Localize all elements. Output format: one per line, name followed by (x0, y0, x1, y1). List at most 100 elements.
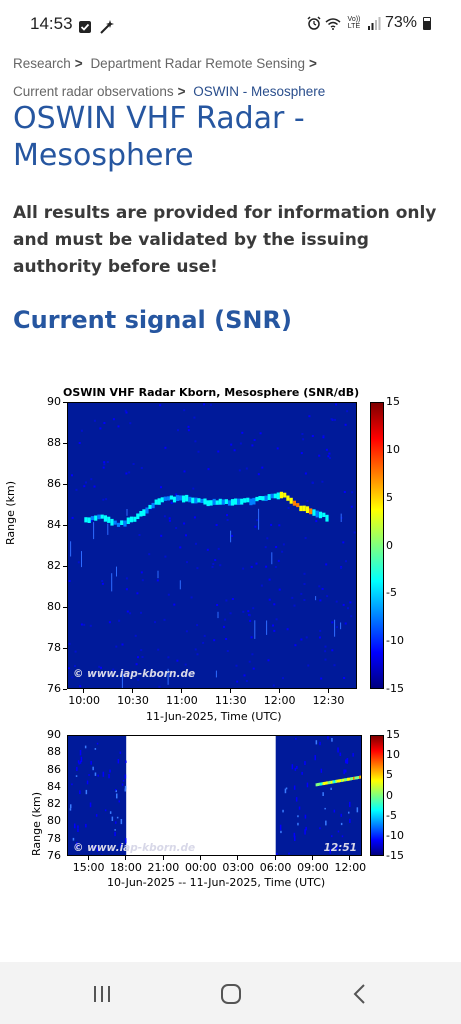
breadcrumb-current-observations[interactable]: Current radar observations (13, 84, 174, 99)
noise-cell (85, 823, 87, 828)
noise-cell (104, 809, 107, 812)
noise-cell (303, 583, 306, 585)
x-tick-mark (162, 856, 164, 860)
echo-cell (227, 500, 232, 506)
noise-cell (226, 514, 228, 517)
colorbar-tick-label: 0 (386, 788, 393, 802)
noise-cell (69, 808, 72, 811)
echo-cell (212, 498, 216, 505)
noise-cell (75, 775, 78, 777)
noise-cell (318, 585, 321, 588)
noise-cell (196, 567, 199, 570)
home-icon[interactable] (220, 983, 242, 1005)
noise-cell (268, 598, 271, 601)
noise-cell (250, 565, 253, 568)
echo-cell (246, 497, 250, 503)
noise-cell (216, 604, 219, 606)
echo-cell (234, 498, 238, 505)
noise-cell (295, 797, 298, 802)
noise-cell (79, 760, 82, 764)
breadcrumb-research[interactable]: Research (13, 56, 71, 71)
noise-cell (194, 440, 197, 443)
noise-cell (248, 614, 251, 617)
noise-cell (276, 852, 278, 855)
echo-cell (264, 495, 268, 501)
noise-cell (137, 656, 139, 659)
echo-cell (354, 776, 357, 780)
recent-apps-icon[interactable] (92, 984, 112, 1004)
x-tick-mark (327, 689, 329, 693)
noise-cell (264, 546, 267, 549)
noise-cell (291, 596, 294, 599)
noise-cell (285, 787, 288, 790)
noise-cell (141, 579, 144, 582)
noise-cell (293, 832, 296, 838)
noise-cell (217, 450, 220, 453)
noise-streak (179, 580, 181, 590)
status-left-icons (78, 16, 115, 35)
noise-cell (343, 677, 346, 679)
noise-cell (304, 537, 307, 539)
noise-cell (196, 624, 199, 627)
noise-cell (344, 622, 347, 625)
noise-cell (197, 450, 200, 453)
echo-cell (203, 498, 207, 505)
noise-cell (260, 584, 263, 587)
noise-cell (177, 429, 179, 432)
noise-cell (340, 813, 342, 817)
noise-cell (298, 806, 301, 810)
echo-cell (206, 500, 210, 507)
colorbar-tick-label: -10 (386, 828, 404, 842)
noise-cell (294, 835, 296, 841)
noise-cell (311, 435, 314, 437)
echo-cell (324, 781, 327, 785)
x-tick-label: 00:00 (184, 861, 217, 874)
colorbar-tick-label: 5 (386, 490, 393, 504)
noise-cell (297, 822, 299, 826)
noise-cell (135, 663, 138, 666)
y-tick-label: 80 (47, 814, 61, 828)
noise-cell (101, 580, 104, 582)
noise-cell (71, 474, 73, 477)
colorbar-tick-label: -5 (386, 808, 397, 822)
noise-cell (277, 559, 280, 562)
noise-cell (154, 621, 156, 624)
noise-cell (83, 485, 86, 488)
noise-cell (108, 621, 111, 624)
colorbar-tick-label: -10 (386, 634, 404, 648)
echo-cell (318, 511, 323, 519)
echo-cell (194, 497, 198, 504)
noise-cell (319, 636, 321, 639)
echo-cell (336, 779, 339, 783)
heatmap-area-overview: © www.iap-kborn.de 12:51 (67, 735, 362, 856)
x-tick-label: 12:00 (263, 694, 296, 707)
echo-cell (289, 497, 293, 504)
back-icon[interactable] (352, 983, 366, 1005)
colorbar-tick-label: 10 (386, 442, 400, 456)
noise-cell (331, 738, 333, 742)
noise-cell (114, 831, 116, 837)
noise-cell (334, 418, 336, 421)
checkbox-icon (79, 20, 91, 33)
echo-cell (356, 776, 358, 780)
noise-cell (141, 656, 144, 658)
noise-cell (238, 469, 241, 472)
noise-cell (187, 429, 190, 432)
noise-cell (79, 685, 82, 688)
noise-cell (183, 409, 186, 412)
noise-cell (249, 619, 252, 622)
noise-cell (164, 555, 167, 558)
noise-cell (74, 665, 76, 667)
watermark: © www.iap-kborn.de (73, 668, 196, 680)
echo-cell (221, 499, 225, 505)
noise-cell (183, 470, 186, 473)
noise-cell (346, 410, 349, 413)
breadcrumb-department[interactable]: Department Radar Remote Sensing (90, 56, 306, 71)
x-axis-title: 11-Jun-2025, Time (UTC) (146, 710, 282, 723)
noise-cell (270, 523, 273, 526)
x-tick-label: 12:00 (334, 861, 367, 874)
noise-cell (315, 520, 318, 523)
x-tick-label: 15:00 (72, 861, 105, 874)
y-tick-label: 90 (47, 395, 61, 408)
noise-cell (247, 610, 250, 613)
